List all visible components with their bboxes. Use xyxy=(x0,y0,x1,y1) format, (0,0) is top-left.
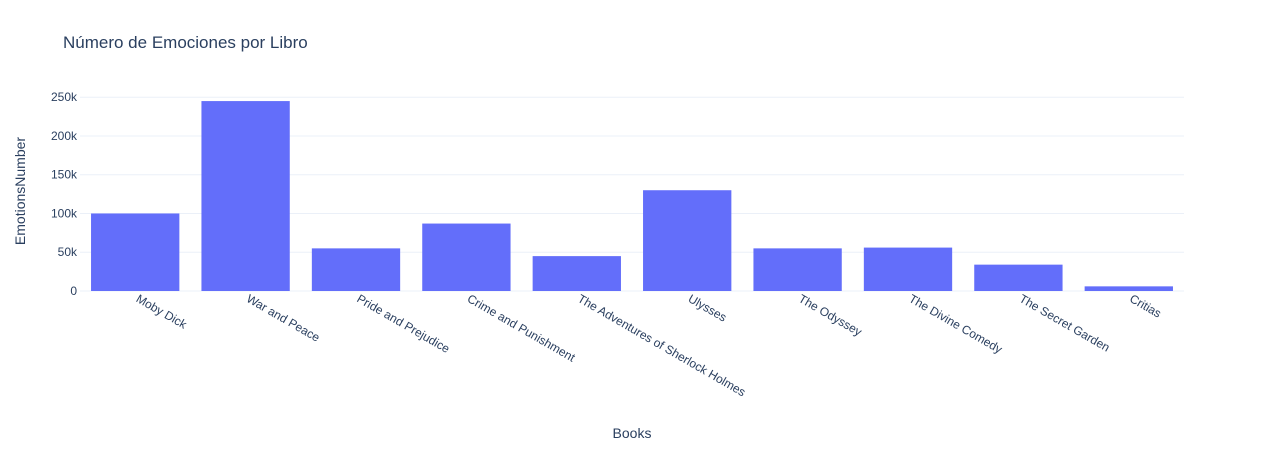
bar[interactable] xyxy=(201,101,290,292)
bars xyxy=(91,101,1173,292)
x-tick-label: Moby Dick xyxy=(134,291,190,332)
x-tick-label: Critias xyxy=(1127,291,1163,320)
x-tick-label: Ulysses xyxy=(686,291,729,324)
x-tick-label: Pride and Prejudice xyxy=(355,291,453,356)
bar[interactable] xyxy=(753,248,842,291)
x-tick-label: The Secret Garden xyxy=(1017,291,1112,354)
y-tick-label: 100k xyxy=(51,206,78,220)
x-tick-label: Crime and Punishment xyxy=(465,291,578,364)
bar[interactable] xyxy=(532,256,621,291)
y-tick-label: 50k xyxy=(58,245,78,259)
y-axis-title: EmotionsNumber xyxy=(12,137,28,245)
bar[interactable] xyxy=(311,248,401,291)
bar[interactable] xyxy=(863,247,953,291)
bar[interactable] xyxy=(974,264,1063,291)
y-tick-label: 200k xyxy=(51,129,78,143)
y-tick-label: 250k xyxy=(51,90,78,104)
x-axis-ticks: Moby Dick War and Peace Pride and Prejudic… xyxy=(134,291,1164,399)
chart-title: Número de Emociones por Libro xyxy=(63,33,308,52)
x-axis-title: Books xyxy=(613,425,652,441)
bar[interactable] xyxy=(643,190,732,291)
y-tick-label: 0 xyxy=(70,284,77,298)
y-axis-ticks: 0 50k 100k 150k 200k 250k xyxy=(51,90,78,298)
y-tick-label: 150k xyxy=(51,168,78,182)
bar[interactable] xyxy=(422,223,511,291)
bar[interactable] xyxy=(91,213,180,291)
x-tick-label: The Divine Comedy xyxy=(907,291,1005,356)
x-tick-label: The Odyssey xyxy=(796,291,864,338)
bar[interactable] xyxy=(1084,286,1173,291)
x-tick-label: War and Peace xyxy=(244,291,323,344)
